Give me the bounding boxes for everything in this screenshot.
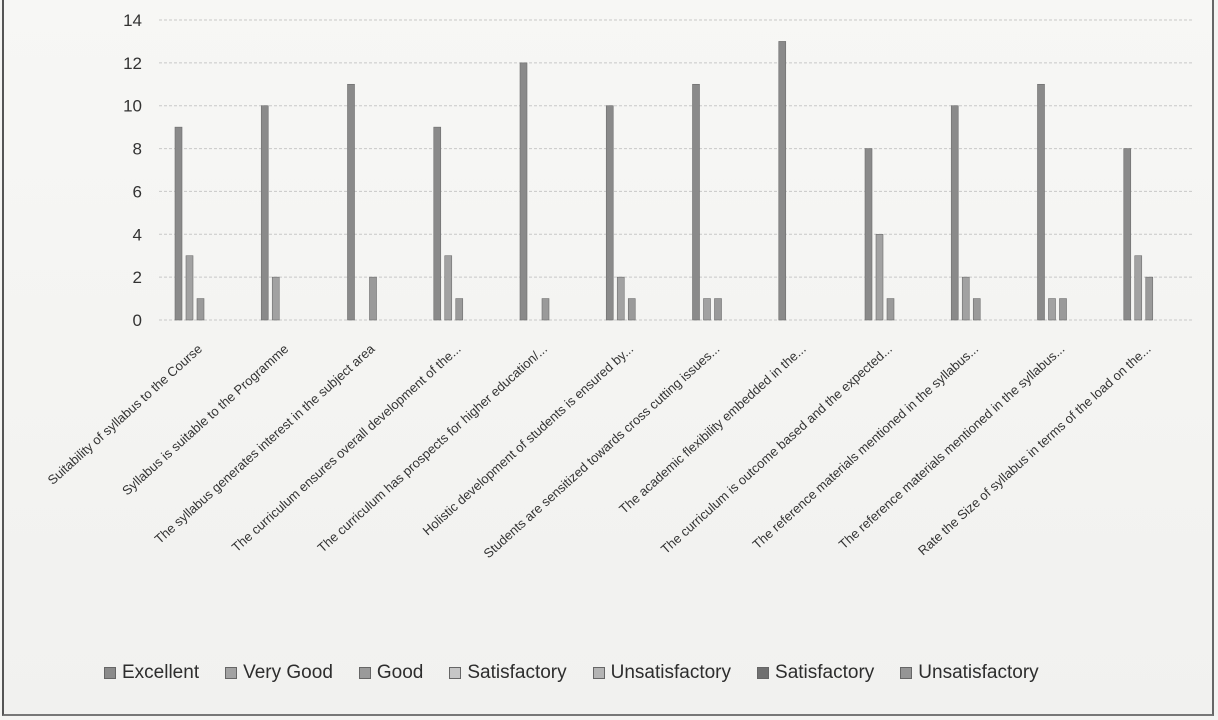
bar bbox=[1134, 255, 1143, 321]
legend-item: Excellent bbox=[104, 662, 199, 684]
legend-swatch bbox=[225, 667, 238, 679]
y-tick-label: 14 bbox=[123, 11, 142, 30]
y-tick-label: 4 bbox=[133, 225, 142, 244]
bar bbox=[1145, 276, 1154, 321]
bar bbox=[950, 105, 959, 321]
bar bbox=[605, 105, 614, 321]
legend-swatch bbox=[358, 667, 371, 679]
legend-label: Excellent bbox=[122, 662, 200, 683]
y-tick-label: 0 bbox=[133, 311, 142, 330]
bar bbox=[1048, 298, 1056, 321]
bar bbox=[444, 255, 453, 321]
bar bbox=[174, 126, 183, 321]
bars bbox=[174, 41, 1154, 321]
legend: Excellent Very Good Good Satisfactory Unsati… bbox=[104, 662, 1204, 684]
bar bbox=[875, 233, 884, 321]
legend-label: Good bbox=[376, 662, 424, 683]
bar bbox=[185, 255, 194, 321]
bar bbox=[1059, 298, 1067, 321]
legend-item: Very Good bbox=[225, 662, 333, 684]
x-axis: Suitability of syllabus to the CourseSyl… bbox=[45, 341, 1154, 562]
legend-label: Very Good bbox=[243, 662, 333, 683]
bar bbox=[196, 298, 205, 321]
bar bbox=[864, 148, 873, 321]
bar bbox=[1037, 83, 1045, 321]
x-tick-label: Syllabus is suitable to the Programme bbox=[119, 341, 291, 498]
bar bbox=[455, 298, 464, 321]
bar bbox=[972, 298, 981, 321]
legend-item: Satisfactory bbox=[757, 662, 874, 684]
bar bbox=[260, 105, 269, 321]
bar bbox=[271, 276, 280, 321]
y-tick-label: 10 bbox=[123, 97, 142, 116]
legend-swatch bbox=[900, 667, 913, 679]
bar bbox=[1123, 148, 1132, 321]
y-tick-label: 2 bbox=[133, 268, 142, 287]
legend-item: Unsatisfactory bbox=[900, 662, 1039, 684]
bar bbox=[433, 126, 442, 321]
bar bbox=[627, 298, 636, 321]
bar bbox=[961, 276, 970, 321]
legend-item: Good bbox=[358, 662, 424, 684]
legend-label: Satisfactory bbox=[775, 662, 875, 683]
bar bbox=[714, 298, 722, 321]
x-tick-label: Suitability of syllabus to the Course bbox=[45, 341, 205, 488]
legend-swatch bbox=[104, 667, 116, 679]
legend-swatch bbox=[757, 667, 770, 679]
legend-item: Satisfactory bbox=[449, 662, 567, 684]
bar bbox=[347, 83, 355, 321]
bar bbox=[703, 298, 711, 321]
bar bbox=[616, 276, 625, 321]
x-tick-label: The academic flexibility embedded in the… bbox=[616, 341, 809, 517]
y-tick-label: 8 bbox=[133, 140, 142, 159]
legend-item: Unsatisfactory bbox=[592, 662, 732, 684]
y-axis: 0 2 4 6 8 10 12 14 bbox=[123, 11, 142, 330]
gridlines bbox=[159, 19, 1194, 321]
bar-chart: 0 2 4 6 8 10 12 14 Suitability of syllabus to t… bbox=[45, 11, 1194, 562]
legend-label: Unsatisfactory bbox=[918, 662, 1039, 683]
bar bbox=[369, 276, 377, 321]
bar bbox=[886, 298, 895, 321]
bar bbox=[541, 298, 550, 321]
legend-label: Unsatisfactory bbox=[610, 662, 732, 683]
y-tick-label: 6 bbox=[133, 182, 142, 201]
bar bbox=[778, 41, 787, 321]
legend-label: Satisfactory bbox=[467, 662, 567, 683]
legend-swatch bbox=[592, 667, 605, 679]
bar bbox=[519, 62, 528, 321]
bar bbox=[692, 83, 700, 321]
y-tick-label: 12 bbox=[123, 54, 142, 73]
legend-swatch bbox=[449, 667, 462, 679]
